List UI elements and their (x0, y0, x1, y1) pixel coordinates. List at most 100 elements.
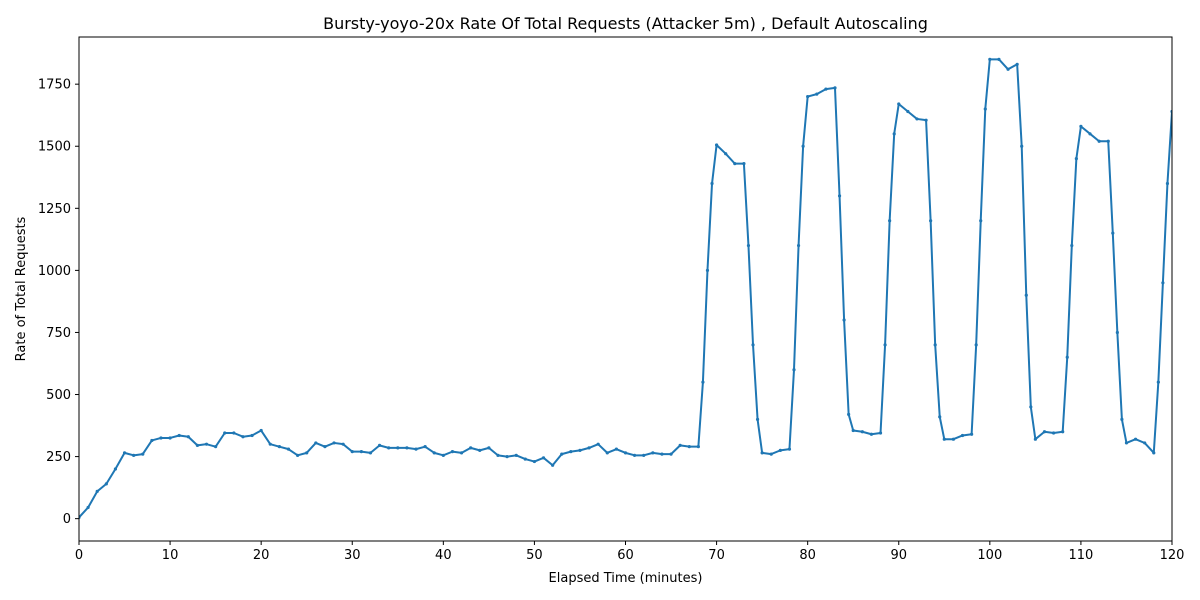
data-point (122, 451, 127, 455)
data-point (113, 467, 118, 471)
data-point (1065, 355, 1069, 359)
data-point (983, 107, 987, 111)
data-point (888, 219, 892, 223)
x-tick-label: 50 (526, 548, 543, 563)
data-point (332, 441, 336, 445)
x-tick-label: 60 (617, 548, 634, 563)
data-point (150, 438, 154, 443)
data-point (223, 431, 227, 435)
data-point (496, 453, 500, 457)
axes-frame (78, 36, 1173, 542)
data-point (678, 443, 682, 448)
data-point (1088, 132, 1092, 136)
data-point (701, 380, 705, 384)
data-point (1120, 417, 1124, 421)
data-point (1133, 437, 1138, 441)
data-point (778, 448, 782, 452)
data-point (746, 243, 751, 248)
data-point (710, 181, 714, 186)
data-point (268, 442, 272, 446)
data-point (801, 144, 805, 148)
data-point (159, 436, 163, 440)
y-tick-label: 0 (63, 512, 71, 527)
data-point (933, 343, 937, 347)
data-point (177, 433, 181, 438)
data-point (523, 457, 527, 461)
data-point (405, 446, 409, 450)
data-point (359, 450, 363, 454)
data-point (974, 343, 978, 347)
data-point (1143, 441, 1147, 445)
data-point (423, 445, 427, 449)
x-tick-label: 80 (799, 548, 816, 563)
data-point (569, 450, 573, 454)
data-point (714, 143, 719, 147)
data-point (769, 452, 773, 456)
data-point (869, 432, 874, 436)
data-point (1051, 431, 1056, 435)
data-point (915, 117, 919, 121)
data-point (1074, 157, 1078, 161)
chart-title: Bursty-yoyo-20x Rate Of Total Requests (… (323, 14, 928, 33)
data-point (560, 452, 564, 456)
x-tick-label: 20 (253, 548, 270, 563)
data-point (469, 446, 473, 450)
data-point (587, 446, 591, 450)
data-point (951, 437, 956, 441)
data-point (938, 415, 942, 419)
y-tick-label: 1750 (38, 78, 71, 93)
data-point (1033, 437, 1037, 441)
data-point (892, 132, 896, 136)
data-point (396, 446, 400, 450)
data-point (132, 453, 136, 457)
data-point (241, 435, 245, 439)
data-point (487, 446, 491, 450)
data-point (1156, 380, 1160, 384)
data-point (760, 451, 764, 455)
data-point (1020, 144, 1024, 148)
data-point (1161, 281, 1165, 285)
y-tick-label: 1500 (38, 140, 71, 155)
data-point (323, 445, 327, 449)
data-point (1106, 139, 1110, 143)
data-point (724, 152, 728, 156)
y-tick-label: 250 (46, 450, 71, 465)
x-tick-label: 0 (75, 548, 83, 563)
data-point (296, 453, 300, 457)
data-point (350, 450, 354, 454)
data-point (833, 86, 837, 90)
x-tick-label: 110 (1069, 548, 1094, 563)
data-point (459, 451, 464, 455)
data-point (104, 482, 108, 486)
data-point (796, 243, 801, 248)
data-point (377, 443, 382, 448)
data-point (960, 433, 965, 438)
data-point (1152, 451, 1156, 455)
y-tick-label: 1000 (38, 264, 71, 279)
x-axis-ticks: 0 10 20 30 40 50 60 70 80 90 100 110 120 (75, 541, 1184, 563)
data-point (851, 428, 855, 433)
data-point (596, 442, 600, 446)
data-point (450, 450, 455, 454)
data-point (642, 453, 646, 457)
data-point (432, 451, 436, 455)
data-point (286, 447, 291, 451)
data-point (551, 463, 555, 467)
data-point (259, 428, 263, 433)
data-point (1165, 181, 1170, 186)
data-point (883, 343, 887, 347)
data-point (842, 318, 846, 322)
data-point (532, 459, 537, 464)
data-point (441, 453, 445, 457)
data-point (1079, 124, 1083, 128)
data-point (387, 446, 391, 450)
data-point (186, 435, 190, 439)
data-point (997, 57, 1001, 61)
data-point (847, 412, 851, 416)
data-point (478, 448, 482, 452)
data-point (929, 219, 933, 223)
data-point (792, 368, 796, 372)
data-point (733, 162, 737, 166)
